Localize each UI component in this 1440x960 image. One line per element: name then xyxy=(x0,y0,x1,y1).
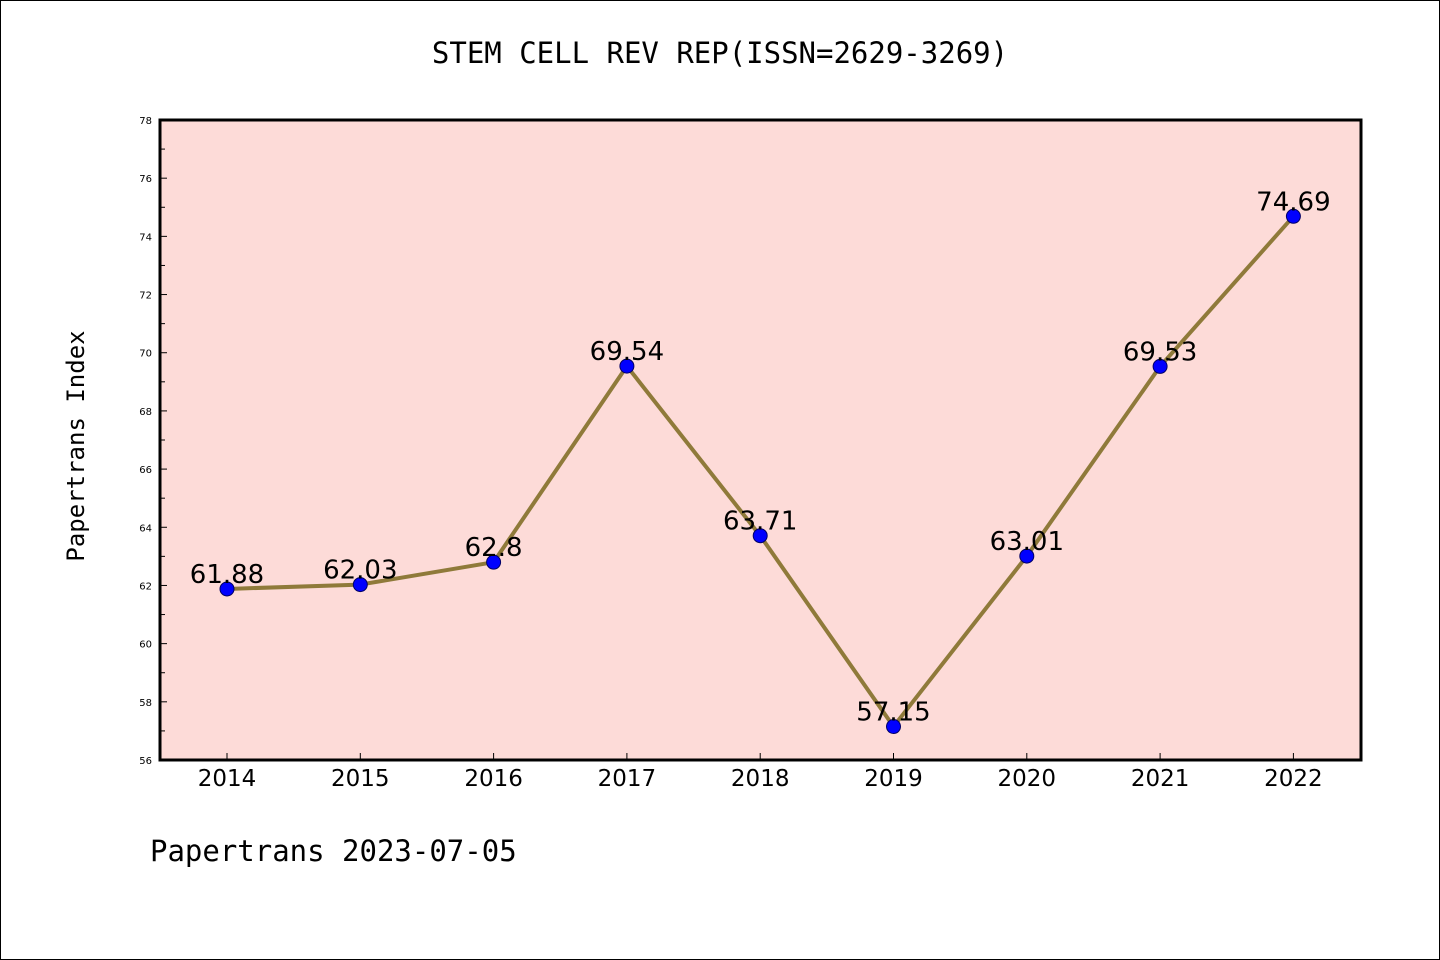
y-tick-label: 68 xyxy=(139,407,152,418)
y-tick-label: 72 xyxy=(139,291,152,302)
x-tick-label: 2018 xyxy=(731,766,790,792)
x-tick-label: 2015 xyxy=(331,766,390,792)
y-tick-label: 76 xyxy=(139,174,152,185)
data-label: 61.88 xyxy=(190,560,264,590)
y-tick-label: 62 xyxy=(139,581,152,592)
data-point xyxy=(886,719,901,735)
data-label: 74.69 xyxy=(1256,187,1330,217)
plot-area xyxy=(160,120,1361,760)
x-tick-label: 2022 xyxy=(1264,766,1323,792)
data-point xyxy=(1019,548,1035,564)
plot-border xyxy=(158,118,1363,762)
data-label: 63.71 xyxy=(723,507,797,537)
x-tick-label: 2017 xyxy=(598,766,657,792)
y-tick-label: 60 xyxy=(139,640,152,651)
x-tick-label: 2014 xyxy=(198,766,257,792)
data-label: 57.15 xyxy=(856,698,930,728)
y-tick-label: 64 xyxy=(139,523,152,534)
data-label: 69.54 xyxy=(590,337,664,367)
data-point xyxy=(1285,208,1301,224)
x-tick-label: 2021 xyxy=(1131,766,1190,792)
data-point xyxy=(619,358,635,374)
data-point xyxy=(352,577,368,593)
y-tick-label: 74 xyxy=(139,232,152,243)
footer-caption: Papertrans 2023-07-05 xyxy=(150,834,517,868)
data-point xyxy=(1152,358,1168,374)
x-tick-label: 2020 xyxy=(998,766,1057,792)
data-label: 69.53 xyxy=(1123,337,1197,367)
data-label: 63.01 xyxy=(990,527,1064,557)
y-tick-label: 78 xyxy=(139,116,152,127)
x-tick-label: 2016 xyxy=(464,766,523,792)
y-tick-label: 56 xyxy=(139,756,152,767)
data-point xyxy=(219,581,235,597)
data-label: 62.8 xyxy=(465,533,523,563)
x-tick-label: 2019 xyxy=(864,766,923,792)
data-point xyxy=(752,528,768,544)
y-tick-label: 66 xyxy=(139,465,152,476)
y-tick-label: 58 xyxy=(139,698,152,709)
chart-title: STEM CELL REV REP(ISSN=2629-3269) xyxy=(431,36,1009,70)
data-label: 62.03 xyxy=(323,556,397,586)
y-tick-label: 70 xyxy=(139,349,152,360)
data-point xyxy=(486,554,502,570)
